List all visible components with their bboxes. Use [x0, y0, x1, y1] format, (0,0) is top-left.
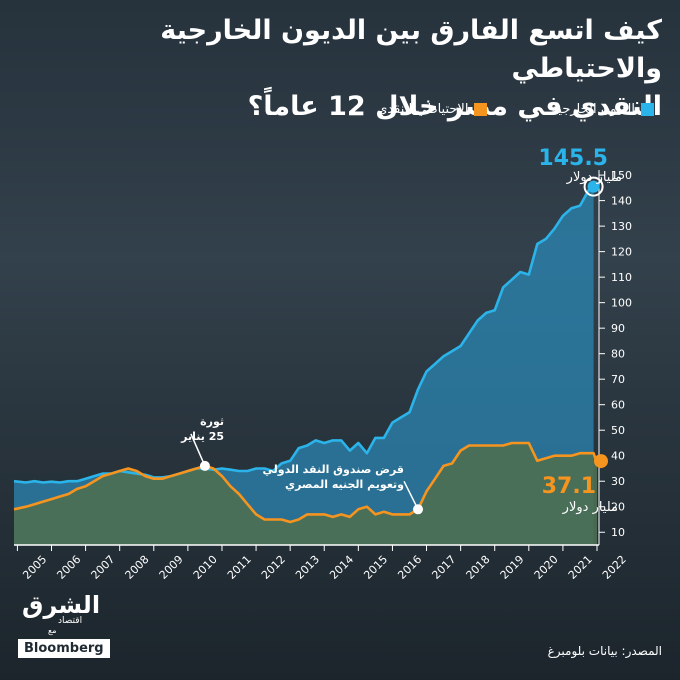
legend-swatch-reserves	[474, 103, 488, 116]
x-tick-label: 2008	[123, 553, 152, 582]
callout-revolution-line-2: 25 يناير	[181, 430, 224, 443]
y-tick-label: 110	[611, 271, 632, 284]
legend: الديون الخارجية الاحتياطي النقدي	[377, 102, 654, 117]
reserves-end-value: 37.1	[541, 474, 596, 499]
legend-label-reserves: الاحتياطي النقدي	[377, 102, 469, 117]
callout-imf-leader	[403, 480, 419, 510]
x-tick-label: 2010	[191, 553, 220, 582]
logo-bloomberg: Bloomberg	[18, 639, 110, 658]
reserves-area	[14, 443, 597, 545]
y-tick-label: 130	[611, 220, 632, 233]
debt-end-value: 145.5	[538, 146, 608, 171]
y-tick-label: 150	[611, 169, 632, 182]
source-note: المصدر: بيانات بلومبرغ	[547, 644, 662, 658]
debt-end-unit: مليار دولار	[566, 170, 622, 185]
x-tick-label: 2013	[293, 553, 322, 582]
legend-label-debt: الديون الخارجية	[551, 102, 635, 117]
x-tick-label: 2011	[225, 553, 254, 582]
x-tick-label: 2020	[532, 553, 561, 582]
debt-end-ring	[583, 176, 604, 197]
x-tick-label: 2019	[498, 553, 527, 582]
callout-imf-line-1: قرض صندوق النقد الدولي	[262, 463, 405, 476]
x-tick-label: 2007	[89, 553, 118, 582]
reserves-end-unit: مليار دولار	[562, 500, 618, 515]
y-tick-label: 40	[611, 450, 625, 463]
x-tick-label: 2015	[361, 553, 390, 582]
x-tick-label: 2012	[259, 553, 288, 582]
y-tick-label: 60	[611, 399, 625, 412]
x-tick-label: 2014	[327, 553, 356, 582]
title-line-1: كيف اتسع الفارق بين الديون الخارجية والا…	[160, 15, 662, 84]
x-tick-label: 2018	[464, 553, 493, 582]
y-tick-label: 120	[611, 246, 632, 259]
x-tick-label: 2021	[566, 553, 595, 582]
legend-item-reserves: الاحتياطي النقدي	[377, 102, 488, 117]
reserves-line	[13, 441, 599, 524]
callout-revolution-dot	[199, 460, 210, 471]
callout-imf-line-2: وتعويم الجنيه المصري	[284, 478, 404, 491]
logo-arabic: الشرق	[22, 591, 101, 619]
callout-revolution-leader	[190, 433, 206, 467]
callout-revolution: ثورة 25 يناير	[181, 414, 224, 444]
logo-subtitle: اقتصاد	[58, 616, 83, 626]
y-tick-label: 50	[611, 424, 625, 437]
y-tick-label: 100	[611, 297, 632, 310]
legend-item-debt: الديون الخارجية	[551, 102, 654, 117]
y-tick-label: 80	[611, 348, 625, 361]
x-tick-label: 2017	[429, 553, 458, 582]
logo-with: مع	[48, 626, 57, 635]
x-tick-label: 2009	[157, 553, 186, 582]
legend-swatch-debt	[641, 103, 654, 116]
y-tick-label: 30	[611, 475, 625, 488]
x-tick-label: 2016	[395, 553, 424, 582]
x-tick-label: 2005	[20, 553, 49, 582]
debt-area	[14, 186, 594, 545]
reserves-end-marker	[594, 454, 608, 469]
title-line-2: النقدي في مصر خلال 12 عاماً؟	[247, 91, 662, 122]
y-tick-label: 90	[611, 322, 625, 335]
y-tick-label: 20	[611, 501, 625, 514]
callout-imf-dot	[413, 504, 424, 515]
alsharq-bloomberg-logo: الشرق اقتصاد مع Bloomberg	[18, 592, 130, 658]
y-tick-label: 10	[611, 526, 625, 539]
callout-revolution-line-1: ثورة	[200, 415, 224, 428]
debt-end-marker	[587, 180, 600, 193]
y-tick-label: 140	[611, 195, 632, 208]
chart-title: كيف اتسع الفارق بين الديون الخارجية والا…	[12, 12, 662, 126]
callout-imf: قرض صندوق النقد الدولي وتعويم الجنيه الم…	[263, 462, 405, 492]
y-tick-label: 70	[611, 373, 625, 386]
x-tick-label: 2006	[54, 553, 83, 582]
x-tick-label: 2022	[600, 553, 629, 582]
